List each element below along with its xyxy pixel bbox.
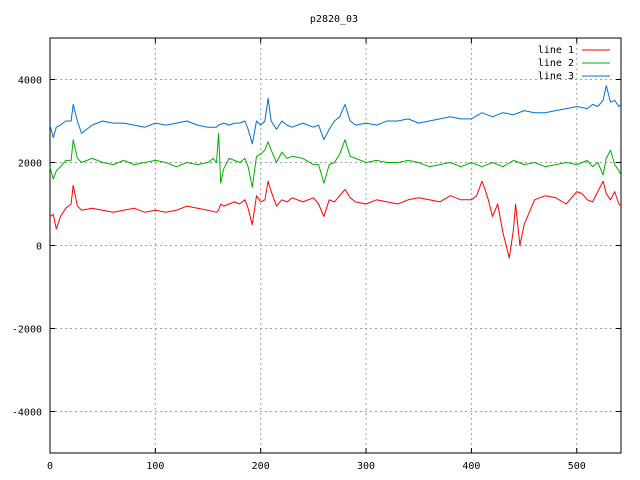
y-tick-label: 4000 (18, 76, 42, 87)
chart-title: p2820_03 (310, 14, 358, 25)
y-tick-label: -2000 (12, 325, 42, 336)
x-tick-labels: 0 100 200 300 400 500 (47, 461, 586, 472)
y-tick-label: 2000 (18, 159, 42, 170)
series-line-line-1 (49, 180, 622, 259)
legend-label: line 2 (538, 58, 574, 69)
x-tick-label: 200 (252, 461, 270, 472)
y-tick-label: -4000 (12, 408, 42, 419)
legend: line 1 line 2 line 3 (538, 45, 610, 82)
series-line-line-3 (49, 85, 622, 145)
series-lines (49, 85, 622, 259)
y-tick-label: 0 (36, 242, 42, 253)
legend-label: line 1 (538, 45, 574, 56)
x-tick-label: 400 (462, 461, 480, 472)
series-line-line-2 (49, 132, 622, 188)
grid (50, 38, 621, 453)
legend-label: line 3 (538, 71, 574, 82)
x-tick-label: 100 (146, 461, 164, 472)
tick-marks (49, 38, 621, 453)
x-tick-label: 0 (47, 461, 53, 472)
y-tick-labels: -4000 -2000 0 2000 4000 (12, 76, 42, 419)
x-tick-label: 300 (357, 461, 375, 472)
x-tick-label: 500 (568, 461, 586, 472)
